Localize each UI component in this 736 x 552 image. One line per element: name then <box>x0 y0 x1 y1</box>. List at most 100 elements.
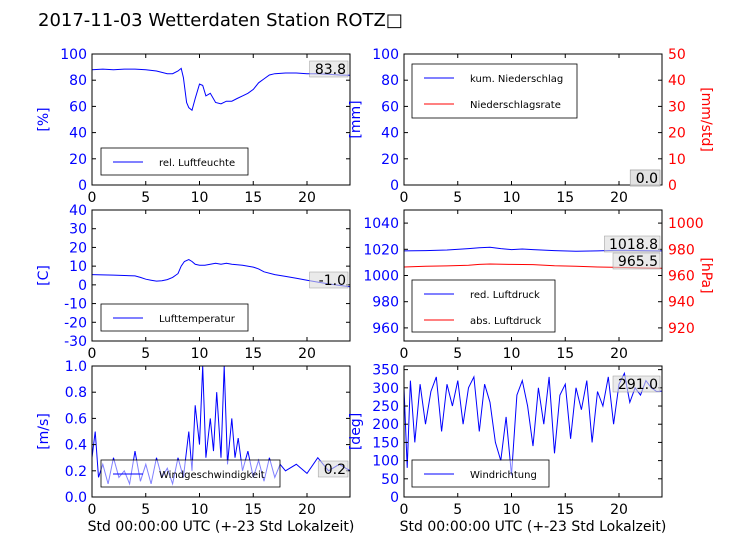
humidity-y-tick-label: 60 <box>69 99 87 115</box>
pressure-y2-tick-label: 920 <box>668 321 695 337</box>
pressure-value-box <box>612 252 661 270</box>
humidity-y-tick-label: 40 <box>69 126 87 142</box>
pressure-x-tick-label: 20 <box>610 346 628 362</box>
pressure-value-box <box>604 235 661 253</box>
temperature-y-tick-label: 0 <box>78 278 87 294</box>
wind-direction-x-tick-label: 0 <box>400 502 409 518</box>
humidity-x-tick-label: 10 <box>191 190 209 206</box>
wind-speed-y-tick-label: 0.4 <box>65 438 87 454</box>
precipitation-y2-axis-label: [mm/std] <box>698 87 714 152</box>
humidity-legend-label-0: rel. Luftfeuchte <box>159 158 235 169</box>
temperature-y-tick-label: 10 <box>69 259 87 275</box>
wind-direction-legend-label-0: Windrichtung <box>470 470 537 481</box>
wind-direction-y-tick-label: 250 <box>372 399 399 415</box>
precipitation-y-tick-label: 40 <box>381 126 399 142</box>
precipitation-y-tick-label: 100 <box>372 47 399 63</box>
pressure-y2-axis-label: [hPa] <box>698 257 714 293</box>
wind-direction-x-tick-label: 20 <box>610 502 628 518</box>
wind-direction-y-tick-label: 200 <box>372 417 399 433</box>
precipitation-chart: 0 5 10 15 20 0 20 40 60 80 100 0 10 20 30 40 50 [mm] [mm/s… <box>348 47 714 206</box>
temperature-y-tick-label: 20 <box>69 240 87 256</box>
humidity-y-axis-label: [%] <box>36 107 52 131</box>
humidity-x-tick-label: 0 <box>88 190 97 206</box>
wind-direction-value-label: 291.0 <box>618 377 658 393</box>
precipitation-value-label: 0.0 <box>636 171 658 187</box>
wind-direction-y-tick-label: 100 <box>372 454 399 470</box>
wind-direction-y-tick-label: 300 <box>372 381 399 397</box>
wind-direction-x-tick-label: 5 <box>453 502 462 518</box>
wind-direction-value-box <box>612 375 661 393</box>
wind-direction-y-axis-label: [deg] <box>348 413 364 450</box>
wind-direction-x-axis-label: Std 00:00:00 UTC (+-23 Std Lokalzeit) <box>400 519 667 535</box>
pressure-y2-tick-label: 1000 <box>668 216 704 232</box>
precipitation-y2-tick-label: 30 <box>668 99 686 115</box>
temperature-series-line-0 <box>91 259 351 288</box>
wind-speed-y-tick-label: 0.2 <box>65 464 87 480</box>
pressure-y2-tick-label: 960 <box>668 269 695 285</box>
humidity-value-box <box>309 60 349 78</box>
temperature-chart: 0 5 10 15 20 -30 -20 -10 0 10 20 30 40 [C] Lufttempera… <box>36 203 351 362</box>
wind-speed-y-tick-label: 0.8 <box>65 385 87 401</box>
wind-speed-x-tick-label: 10 <box>191 502 209 518</box>
pressure-y2-tick-label: 980 <box>668 242 695 258</box>
precipitation-y2-tick-label: 10 <box>668 152 686 168</box>
pressure-x-tick-label: 10 <box>503 346 521 362</box>
temperature-y-tick-label: -10 <box>64 297 87 313</box>
pressure-value-label: 965.5 <box>618 254 658 270</box>
wind-speed-x-tick-label: 0 <box>88 502 97 518</box>
pressure-y-tick-label: 1040 <box>363 216 399 232</box>
humidity-y-tick-label: 20 <box>69 152 87 168</box>
temperature-x-tick-label: 10 <box>191 346 209 362</box>
precipitation-y-tick-label: 0 <box>390 178 399 194</box>
precipitation-x-tick-label: 20 <box>610 190 628 206</box>
pressure-y-tick-label: 1000 <box>363 269 399 285</box>
wind-direction-y-tick-label: 350 <box>372 363 399 379</box>
pressure-chart: 0 5 10 15 20 960 980 1000 1020 1040 920 940 960 980 10… <box>363 209 714 362</box>
pressure-legend-label-1: abs. Luftdruck <box>470 316 541 327</box>
wind-speed-x-axis-label: Std 00:00:00 UTC (+-23 Std Lokalzeit) <box>88 519 355 535</box>
temperature-y-tick-label: 30 <box>69 222 87 238</box>
wind-direction-axes-frame <box>403 365 663 498</box>
precipitation-y-tick-label: 20 <box>381 152 399 168</box>
wind-speed-legend-label-0: Windgeschwindigkeit <box>159 470 265 481</box>
humidity-value-label: 83.8 <box>315 62 346 78</box>
precipitation-x-tick-label: 10 <box>503 190 521 206</box>
precipitation-legend-label-0: kum. Niederschlag <box>470 74 563 85</box>
temperature-value-label: -1.0 <box>319 273 346 289</box>
precipitation-legend-label-1: Niederschlagsrate <box>470 100 561 111</box>
humidity-y-tick-label: 0 <box>78 178 87 194</box>
temperature-legend-label-0: Lufttemperatur <box>159 314 236 325</box>
temperature-value-box <box>309 271 349 289</box>
wind-speed-x-tick-label: 15 <box>244 502 262 518</box>
precipitation-axes-frame <box>403 53 663 186</box>
humidity-x-tick-label: 15 <box>244 190 262 206</box>
humidity-x-tick-label: 20 <box>298 190 316 206</box>
precipitation-y2-tick-label: 20 <box>668 126 686 142</box>
figure-title: 2017-11-03 Wetterdaten Station ROTZ□ <box>38 10 403 31</box>
wind-speed-axes-frame <box>91 365 351 498</box>
temperature-y-axis-label: [C] <box>36 265 52 286</box>
pressure-legend-box <box>411 279 556 333</box>
pressure-y2-tick-label: 940 <box>668 295 695 311</box>
wind-speed-value-box <box>317 460 349 478</box>
humidity-chart: 0 5 10 15 20 0 20 40 60 80 100 [%] rel. Luftfeuchte 8… <box>36 47 351 206</box>
precipitation-y-tick-label: 60 <box>381 99 399 115</box>
pressure-y-tick-label: 1020 <box>363 242 399 258</box>
precipitation-legend-box <box>411 63 578 119</box>
temperature-axes-frame <box>91 209 351 342</box>
precipitation-y-tick-label: 80 <box>381 73 399 89</box>
wind-direction-x-tick-label: 10 <box>503 502 521 518</box>
humidity-series-line-0 <box>91 67 351 112</box>
humidity-y-tick-label: 100 <box>60 47 87 63</box>
temperature-y-tick-label: 40 <box>69 203 87 219</box>
pressure-legend-label-0: red. Luftdruck <box>470 290 540 301</box>
pressure-y-tick-label: 960 <box>372 321 399 337</box>
humidity-axes-frame <box>91 53 351 186</box>
precipitation-x-tick-label: 15 <box>556 190 574 206</box>
humidity-x-tick-label: 5 <box>141 190 150 206</box>
wind-direction-y-tick-label: 0 <box>390 490 399 506</box>
temperature-x-tick-label: 15 <box>244 346 262 362</box>
pressure-value-label: 1018.8 <box>609 237 658 253</box>
